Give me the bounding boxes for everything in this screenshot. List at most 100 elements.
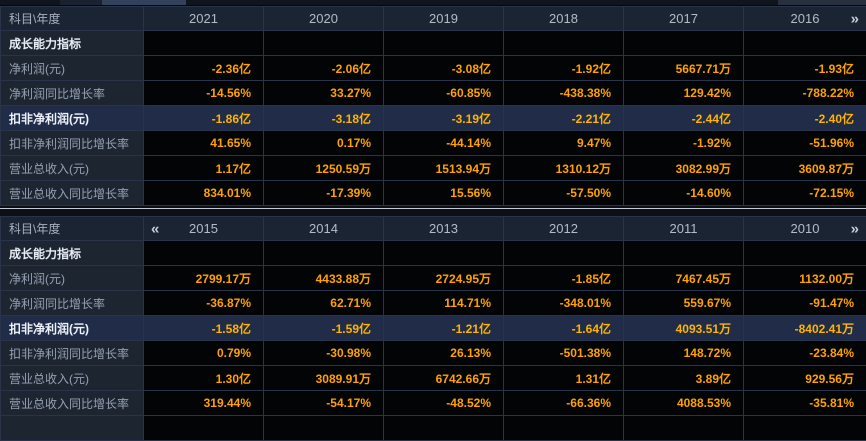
- cell-value: -3.19亿: [384, 106, 504, 131]
- table-row-section-header[interactable]: 成长能力指标: [1, 241, 866, 266]
- cell-value: -438.38%: [504, 81, 624, 106]
- cell-value: -788.22%: [744, 81, 866, 106]
- cell-value: -30.98%: [264, 341, 384, 366]
- cell-value: -2.44亿: [624, 106, 744, 131]
- table-row-deducted-net-profit-growth[interactable]: 扣非净利润同比增长率 0.79% -30.98% 26.13% -501.38%…: [1, 341, 866, 366]
- cell-value: 41.65%: [144, 131, 264, 156]
- cell-value: [144, 416, 264, 441]
- row-label: 营业总收入(元): [1, 366, 144, 391]
- cell-value: 6742.66万: [384, 366, 504, 391]
- cell-value: -2.06亿: [264, 56, 384, 81]
- cell-value: 2799.17万: [144, 266, 264, 291]
- table-row-net-profit[interactable]: 净利润(元) 2799.17万 4433.88万 2724.95万 -1.85亿…: [1, 266, 866, 291]
- growth-table-earlier: 科目\年度 «2015 2014 2013 2012 2011 2010» 成长…: [0, 216, 866, 441]
- row-label: 净利润同比增长率: [1, 291, 144, 316]
- year-header-2012: 2012: [504, 217, 624, 241]
- cell-value: -501.38%: [504, 341, 624, 366]
- cell-value: 0.79%: [144, 341, 264, 366]
- year-header-2013: 2013: [384, 217, 504, 241]
- year-label: 2018: [549, 11, 578, 26]
- cell-value: -57.50%: [504, 181, 624, 206]
- row-label: 营业总收入同比增长率: [1, 391, 144, 416]
- year-label: 2016: [791, 11, 820, 26]
- cell-value: 7467.45万: [624, 266, 744, 291]
- year-header-2010: 2010 »: [744, 217, 866, 241]
- year-label: 2010: [791, 221, 820, 236]
- year-header-2014: 2014: [264, 217, 384, 241]
- cell-value: [264, 241, 384, 266]
- cell-value: -36.87%: [144, 291, 264, 316]
- table-row-section-header[interactable]: 成长能力指标: [1, 31, 866, 56]
- cell-value: -17.39%: [264, 181, 384, 206]
- cell-value: 3089.91万: [264, 366, 384, 391]
- cell-value: 1513.94万: [384, 156, 504, 181]
- scrollbar-segment: [60, 0, 102, 5]
- cell-value: -48.52%: [384, 391, 504, 416]
- table-row-partial-clipped[interactable]: [1, 416, 866, 441]
- row-label: 成长能力指标: [1, 241, 144, 266]
- year-label: 2014: [309, 221, 338, 236]
- year-header-2020: 2020: [264, 7, 384, 31]
- row-label: 扣非净利润同比增长率: [1, 131, 144, 156]
- year-label: 2021: [189, 11, 218, 26]
- cell-value: -1.86亿: [144, 106, 264, 131]
- cell-value: -35.81%: [744, 391, 866, 416]
- divider-line: [0, 208, 866, 209]
- next-years-icon[interactable]: »: [851, 221, 859, 236]
- cell-value: 4093.51万: [624, 316, 744, 341]
- prev-years-icon[interactable]: «: [151, 221, 159, 236]
- year-header-2021: 2021: [144, 7, 264, 31]
- year-label: 2020: [309, 11, 338, 26]
- row-label: 扣非净利润(元): [1, 316, 144, 341]
- cell-value: 0.17%: [264, 131, 384, 156]
- table-row-net-profit-growth[interactable]: 净利润同比增长率 -14.56% 33.27% -60.85% -438.38%…: [1, 81, 866, 106]
- cell-value: [384, 416, 504, 441]
- table-row-net-profit[interactable]: 净利润(元) -2.36亿 -2.06亿 -3.08亿 -1.92亿 5667.…: [1, 56, 866, 81]
- cell-value: -91.47%: [744, 291, 866, 316]
- cell-value: 1310.12万: [504, 156, 624, 181]
- year-label: 2017: [669, 11, 698, 26]
- cell-value: [624, 241, 744, 266]
- cell-value: -3.08亿: [384, 56, 504, 81]
- row-label: 扣非净利润同比增长率: [1, 341, 144, 366]
- table-row-deducted-net-profit-selected[interactable]: 扣非净利润(元) -1.58亿 -1.59亿 -1.21亿 -1.64亿 409…: [1, 316, 866, 341]
- top-scrollbar[interactable]: [0, 0, 866, 6]
- corner-header: 科目\年度: [1, 217, 144, 241]
- cell-value: [384, 241, 504, 266]
- cell-value: -348.01%: [504, 291, 624, 316]
- cell-value: -1.92%: [624, 131, 744, 156]
- table-row-total-revenue-growth[interactable]: 营业总收入同比增长率 319.44% -54.17% -48.52% -66.3…: [1, 391, 866, 416]
- year-header-2015: « 2015: [144, 217, 264, 241]
- row-label: 成长能力指标: [1, 31, 144, 56]
- scrollbar-thumb[interactable]: [102, 0, 186, 5]
- year-label: 2015: [189, 221, 218, 236]
- cell-value: -1.64亿: [504, 316, 624, 341]
- next-years-icon[interactable]: »: [851, 11, 859, 26]
- cell-value: [144, 241, 264, 266]
- year-header-row: 科目\年度 2021 2020 2019 2018 2017 2016»: [1, 7, 866, 31]
- cell-value: -14.56%: [144, 81, 264, 106]
- scrollbar-segment-right: [778, 0, 866, 5]
- cell-value: [384, 31, 504, 56]
- cell-value: -66.36%: [504, 391, 624, 416]
- table-row-deducted-net-profit-selected[interactable]: 扣非净利润(元) -1.86亿 -3.18亿 -3.19亿 -2.21亿 -2.…: [1, 106, 866, 131]
- table-row-total-revenue-growth[interactable]: 营业总收入同比增长率 834.01% -17.39% 15.56% -57.50…: [1, 181, 866, 206]
- cell-value: [504, 31, 624, 56]
- cell-value: 114.71%: [384, 291, 504, 316]
- row-label: 营业总收入(元): [1, 156, 144, 181]
- table-row-net-profit-growth[interactable]: 净利润同比增长率 -36.87% 62.71% 114.71% -348.01%…: [1, 291, 866, 316]
- table-row-total-revenue[interactable]: 营业总收入(元) 1.17亿 1250.59万 1513.94万 1310.12…: [1, 156, 866, 181]
- table-row-total-revenue[interactable]: 营业总收入(元) 1.30亿 3089.91万 6742.66万 1.31亿 3…: [1, 366, 866, 391]
- cell-value: 3.89亿: [624, 366, 744, 391]
- cell-value: -14.60%: [624, 181, 744, 206]
- cell-value: -51.96%: [744, 131, 866, 156]
- cell-value: 9.47%: [504, 131, 624, 156]
- cell-value: 1250.59万: [264, 156, 384, 181]
- corner-header: 科目\年度: [1, 7, 144, 31]
- cell-value: 1.30亿: [144, 366, 264, 391]
- cell-value: 929.56万: [744, 366, 866, 391]
- cell-value: 62.71%: [264, 291, 384, 316]
- year-header-row: 科目\年度 «2015 2014 2013 2012 2011 2010»: [1, 217, 866, 241]
- cell-value: 148.72%: [624, 341, 744, 366]
- table-row-deducted-net-profit-growth[interactable]: 扣非净利润同比增长率 41.65% 0.17% -44.14% 9.47% -1…: [1, 131, 866, 156]
